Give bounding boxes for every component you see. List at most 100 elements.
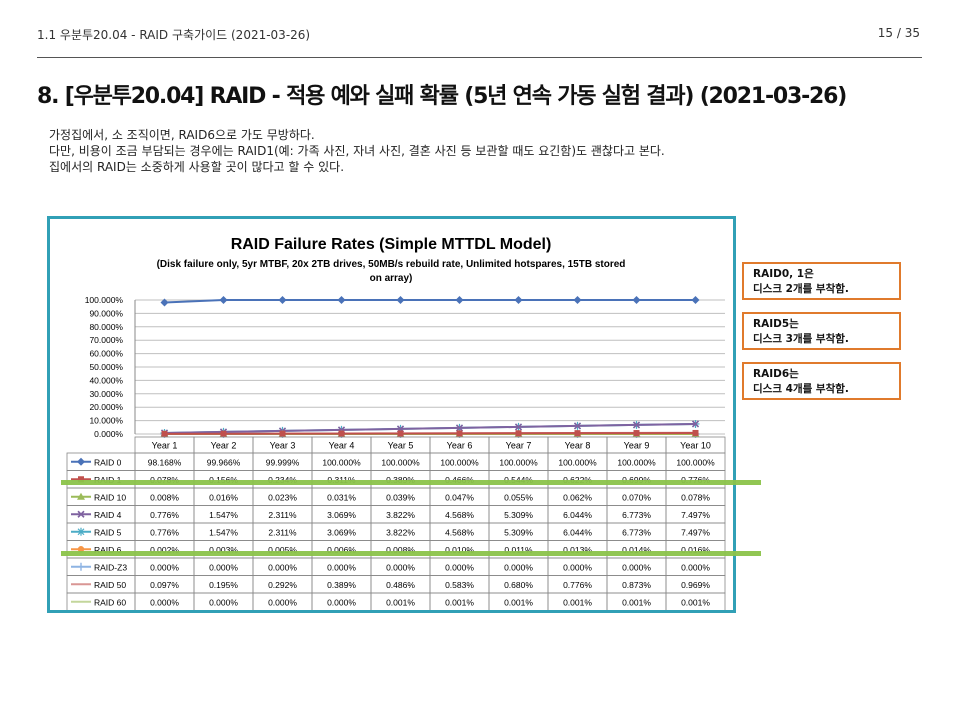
x-tick-label: Year 10	[680, 441, 711, 451]
y-tick-label: 70.000%	[89, 335, 123, 345]
data-point	[396, 296, 405, 304]
data-label: 0.001%	[563, 597, 592, 607]
data-label: 0.292%	[268, 580, 297, 590]
data-label: 3.069%	[327, 510, 356, 520]
table-cell	[665, 592, 726, 610]
data-point	[692, 429, 699, 436]
data-label: 0.000%	[209, 562, 238, 572]
data-label: 4.568%	[445, 510, 474, 520]
data-label: 6.773%	[622, 510, 651, 520]
data-label: 100.000%	[499, 457, 538, 467]
y-tick-label: 40.000%	[89, 375, 123, 385]
data-label: 0.078%	[681, 492, 710, 502]
data-label: 0.000%	[268, 562, 297, 572]
legend-entry: RAID 60	[94, 597, 126, 607]
x-tick-label: Year 7	[506, 441, 532, 451]
data-label: 0.466%	[445, 475, 474, 485]
data-label: 0.062%	[563, 492, 592, 502]
data-label: 0.544%	[504, 475, 533, 485]
x-tick-label: Year 1	[152, 441, 178, 451]
data-label: 100.000%	[381, 457, 420, 467]
body-line: 집에서의 RAID는 소중하게 사용할 곳이 많다고 할 수 있다.	[49, 160, 345, 174]
chart-frame: RAID Failure Rates (Simple MTTDL Model) (…	[47, 216, 736, 613]
callout-line: RAID5는	[753, 318, 799, 330]
data-label: 6.044%	[563, 527, 592, 537]
data-label: 0.001%	[504, 597, 533, 607]
data-label: 0.969%	[681, 580, 710, 590]
data-label: 0.000%	[327, 562, 356, 572]
data-label: 0.014%	[622, 545, 651, 555]
data-label: 0.000%	[209, 597, 238, 607]
y-tick-label: 90.000%	[89, 308, 123, 318]
data-point	[632, 421, 641, 429]
data-label: 0.000%	[327, 597, 356, 607]
data-label: 0.070%	[622, 492, 651, 502]
data-label: 0.008%	[150, 492, 179, 502]
data-label: 0.195%	[209, 580, 238, 590]
data-label: 6.773%	[622, 527, 651, 537]
data-label: 0.000%	[150, 562, 179, 572]
data-label: 2.311%	[268, 510, 297, 520]
data-point	[220, 430, 227, 437]
data-point	[515, 430, 522, 437]
raid-failure-chart: RAID Failure Rates (Simple MTTDL Model) (…	[66, 236, 726, 610]
data-label: 5.309%	[504, 527, 533, 537]
data-point	[279, 430, 286, 437]
data-label: 0.001%	[445, 597, 474, 607]
breadcrumb: 1.1 우분투20.04 - RAID 구축가이드 (2021-03-26)	[37, 28, 311, 42]
data-point	[77, 510, 85, 518]
data-label: 0.389%	[386, 475, 415, 485]
data-label: 3.822%	[386, 510, 415, 520]
data-point	[456, 430, 463, 437]
legend-entry: RAID 0	[94, 457, 122, 467]
callout-line: RAID0, 1은	[753, 268, 814, 280]
data-label: 0.023%	[268, 492, 297, 502]
data-label: 6.044%	[563, 510, 592, 520]
data-label: 0.016%	[209, 492, 238, 502]
data-label: 0.011%	[504, 545, 533, 555]
y-tick-label: 0.000%	[94, 429, 123, 439]
data-label: 0.010%	[445, 545, 474, 555]
data-label: 0.097%	[150, 580, 179, 590]
data-point	[455, 296, 464, 304]
data-point	[574, 430, 581, 437]
data-label: 1.547%	[209, 527, 238, 537]
legend-entry: RAID-Z3	[94, 562, 127, 572]
data-label: 0.001%	[681, 597, 710, 607]
data-label: 0.001%	[386, 597, 415, 607]
data-label: 0.776%	[150, 527, 179, 537]
chart-title: RAID Failure Rates (Simple MTTDL Model)	[231, 236, 552, 253]
data-label: 0.000%	[681, 562, 710, 572]
data-point	[77, 527, 85, 536]
data-label: 100.000%	[676, 457, 715, 467]
data-label: 0.000%	[268, 597, 297, 607]
data-point	[77, 492, 85, 500]
data-label: 0.000%	[445, 562, 474, 572]
data-point	[77, 546, 85, 553]
callout-raid5: RAID5는 디스크 3개를 부착함.	[742, 312, 901, 350]
data-label: 2.311%	[268, 527, 297, 537]
data-label: 0.486%	[386, 580, 415, 590]
data-label: 0.000%	[150, 597, 179, 607]
callout-raid6: RAID6는 디스크 4개를 부착함.	[742, 362, 901, 400]
data-label: 100.000%	[617, 457, 656, 467]
x-tick-label: Year 5	[388, 441, 414, 451]
y-tick-label: 60.000%	[89, 349, 123, 359]
body-text: 가정집에서, 소 조직이면, RAID6으로 가도 무방하다. 다만, 비용이 …	[49, 127, 665, 175]
data-label: 0.000%	[563, 562, 592, 572]
data-point	[77, 457, 85, 466]
data-label: 0.002%	[150, 545, 179, 555]
y-tick-label: 20.000%	[89, 402, 123, 412]
x-tick-label: Year 9	[624, 441, 650, 451]
data-point	[691, 296, 700, 304]
data-point	[455, 424, 464, 432]
data-label: 0.699%	[622, 475, 651, 485]
body-line: 다만, 비용이 조금 부담되는 경우에는 RAID1(예: 가족 사진, 자녀 …	[49, 144, 665, 158]
data-label: 0.005%	[268, 545, 297, 555]
data-label: 100.000%	[322, 457, 361, 467]
header-divider	[37, 57, 922, 58]
data-point	[632, 296, 641, 304]
page-title: 8. [우분투20.04] RAID - 적용 예와 실패 확률 (5년 연속 …	[37, 84, 847, 109]
data-point	[78, 476, 84, 483]
y-tick-label: 50.000%	[89, 362, 123, 372]
